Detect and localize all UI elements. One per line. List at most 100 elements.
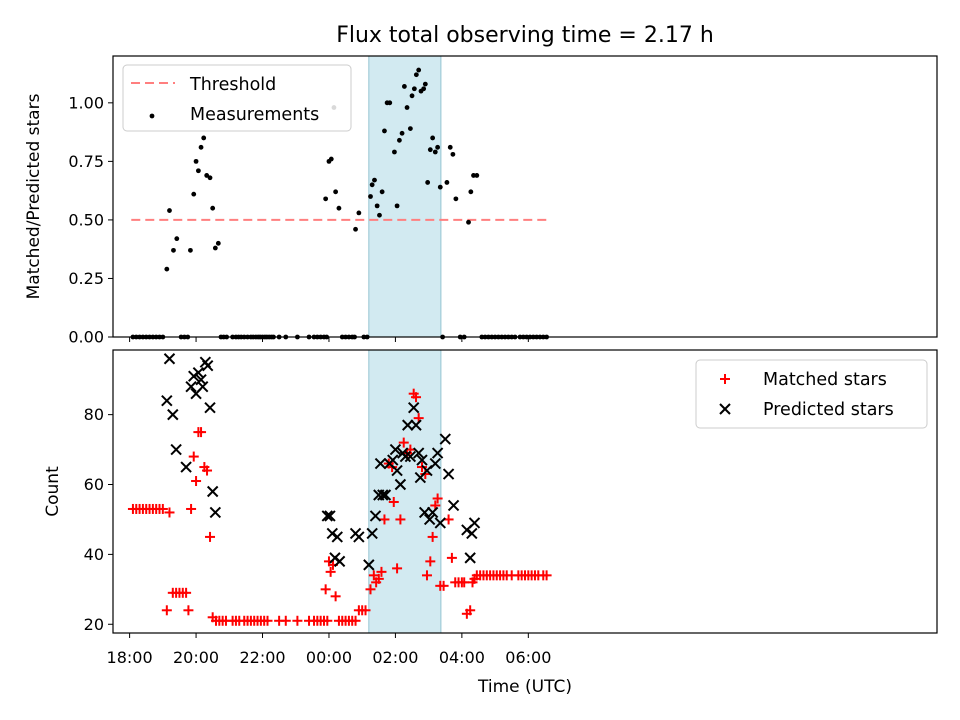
top-y-tick-label: 0.25 xyxy=(68,269,104,288)
measurement-point xyxy=(212,245,218,251)
matched-star-point xyxy=(373,573,384,584)
predicted-star-point xyxy=(201,360,214,372)
predicted-star-point xyxy=(206,485,219,498)
matched-star-point xyxy=(443,514,454,525)
legend-predicted-label: Predicted stars xyxy=(763,400,894,420)
predicted-star-point xyxy=(167,408,179,421)
predicted-star-point xyxy=(353,531,365,543)
legend-matched-label: Matched stars xyxy=(763,370,887,390)
predicted-star-point xyxy=(426,506,439,519)
matched-star-point xyxy=(395,514,406,525)
predicted-star-point xyxy=(423,513,436,526)
matched-star-point xyxy=(202,465,213,476)
matched-star-point xyxy=(157,503,168,514)
matched-star-point xyxy=(388,496,399,507)
predicted-star-point xyxy=(466,527,478,540)
measurement-point xyxy=(411,86,417,92)
matched-star-point xyxy=(541,570,552,581)
predicted-star-point xyxy=(416,454,428,466)
matched-star-point xyxy=(330,591,341,602)
matched-star-point xyxy=(427,531,438,542)
top-legend: Threshold Measurements xyxy=(122,64,352,132)
bottom-y-tick-label: 40 xyxy=(84,545,104,564)
top-y-axis-label: Matched/Predicted stars xyxy=(24,93,44,299)
x-tick-label: 18:00 xyxy=(107,648,153,667)
top-panel: 0.00 0.25 0.50 0.75 1.00 Flux total observin… xyxy=(24,23,938,347)
predicted-star-point xyxy=(379,489,392,501)
predicted-star-point xyxy=(209,506,222,519)
predicted-star-point xyxy=(204,401,216,414)
predicted-star-point xyxy=(391,464,403,477)
measurement-point xyxy=(421,86,427,92)
measurement-point xyxy=(356,210,362,216)
measurement-point xyxy=(207,175,213,181)
matched-star-point xyxy=(376,566,387,577)
matched-star-point xyxy=(188,451,199,462)
measurement-point xyxy=(333,189,339,195)
measurement-point xyxy=(201,135,207,141)
bottom-y-tick-label: 80 xyxy=(84,405,104,424)
matched-star-point xyxy=(398,437,409,448)
measurement-point xyxy=(198,144,204,150)
matched-star-point xyxy=(421,570,432,581)
chart-title: Flux total observing time = 2.17 h xyxy=(336,23,714,48)
measurement-point xyxy=(409,93,415,99)
matched-star-point xyxy=(392,563,403,574)
measurement-point xyxy=(204,173,210,178)
measurement-point xyxy=(394,203,400,209)
predicted-star-point xyxy=(464,552,476,564)
measurement-point xyxy=(171,247,176,253)
bottom-plot-frame xyxy=(112,349,938,634)
matched-star-point xyxy=(161,605,172,616)
predicted-star-point xyxy=(331,531,343,543)
measurement-point xyxy=(191,191,197,197)
matched-star-point xyxy=(164,507,175,518)
x-tick-label: 22:00 xyxy=(239,648,285,667)
predicted-star-point xyxy=(163,353,176,365)
measurement-point xyxy=(387,100,393,106)
matched-star-point xyxy=(360,605,371,616)
measurement-point xyxy=(188,247,193,253)
predicted-star-point xyxy=(412,447,425,459)
predicted-star-point xyxy=(180,461,192,473)
measurement-point xyxy=(416,67,422,73)
measurement-point xyxy=(450,151,456,157)
predicted-star-point xyxy=(399,450,412,463)
measurement-point xyxy=(404,105,410,110)
predicted-star-point xyxy=(192,367,205,379)
matched-star-point xyxy=(446,552,457,563)
predicted-star-point xyxy=(377,489,389,501)
matched-star-point xyxy=(438,580,449,591)
matched-star-point xyxy=(262,615,273,626)
legend-threshold-label: Threshold xyxy=(189,75,276,95)
predicted-star-point xyxy=(434,517,446,529)
top-observing-window-shade xyxy=(368,55,442,338)
top-y-tick-label: 0.75 xyxy=(68,152,104,171)
measurement-point xyxy=(474,173,480,178)
measurement-point xyxy=(368,194,373,199)
measurement-point xyxy=(193,158,199,164)
predicted-star-point xyxy=(321,510,334,522)
measurement-point xyxy=(407,126,413,131)
measurement-point xyxy=(471,173,476,178)
measurement-point xyxy=(369,182,375,188)
measurement-point xyxy=(372,177,377,183)
matched-star-point xyxy=(379,514,390,525)
x-tick-label: 00:00 xyxy=(306,648,352,667)
predicted-star-point xyxy=(447,499,460,512)
legend-measurements-label: Measurements xyxy=(190,105,319,125)
predicted-star-point xyxy=(429,457,441,470)
measurement-point xyxy=(377,212,382,218)
measurement-point xyxy=(397,137,402,143)
matched-star-point xyxy=(280,615,291,626)
predicted-star-point xyxy=(170,443,182,456)
bottom-y-axis-label: Count xyxy=(43,466,63,517)
matched-star-point xyxy=(432,493,443,504)
legend-matched-swatch xyxy=(720,374,730,384)
predicted-star-point xyxy=(404,450,417,463)
predicted-star-point xyxy=(374,457,387,470)
predicted-star-point xyxy=(326,527,338,540)
measurement-point xyxy=(430,135,436,141)
measurement-point xyxy=(379,189,385,195)
